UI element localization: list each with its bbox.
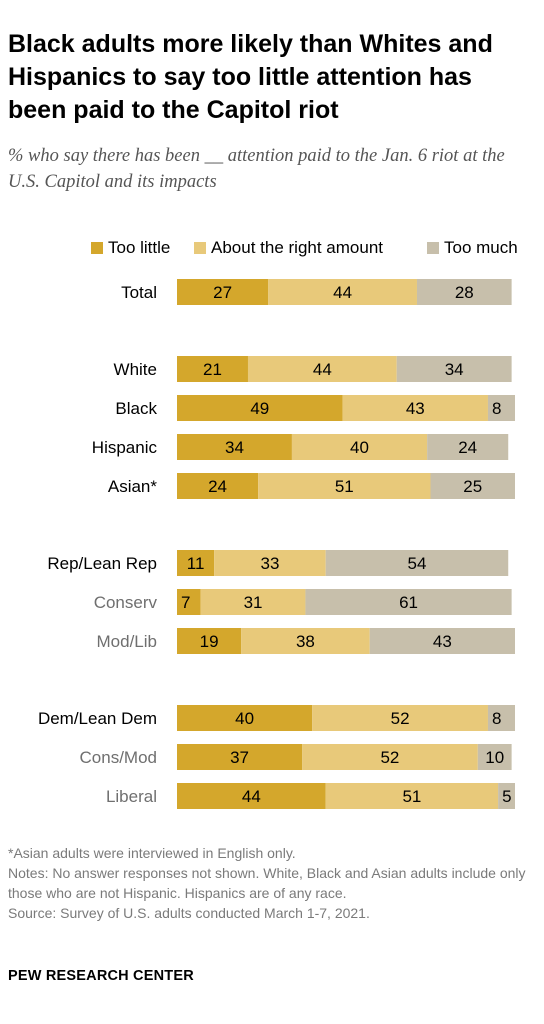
value-label-total-about-right: 44	[333, 283, 352, 302]
legend-swatch-too-much	[427, 242, 439, 254]
legend-swatch-too-little	[91, 242, 103, 254]
value-label-mod-lib-too-much: 43	[433, 632, 452, 651]
bar-conserv-about-right	[200, 589, 306, 615]
bar-asian-too-little	[177, 473, 259, 499]
value-label-total-too-little: 27	[213, 283, 232, 302]
value-label-asian-about-right: 51	[335, 477, 354, 496]
chart-subtitle: % who say there has been __ attention pa…	[8, 146, 505, 192]
row-label-total: Total	[121, 283, 157, 302]
note-asian: *Asian adults were interviewed in Englis…	[8, 845, 296, 861]
bar-hispanic-about-right	[291, 434, 428, 460]
bar-liberal-about-right	[325, 783, 499, 809]
brand-logo-text: PEW RESEARCH CENTER	[8, 968, 194, 984]
value-label-liberal-too-little: 44	[242, 787, 261, 806]
value-label-mod-lib-about-right: 38	[296, 632, 315, 651]
row-label-rep-lean-rep: Rep/Lean Rep	[47, 554, 157, 573]
bar-mod-lib-too-little	[177, 628, 242, 654]
bar-asian-about-right	[258, 473, 431, 499]
value-label-dem-lean-dem-about-right: 52	[391, 709, 410, 728]
value-label-cons-mod-about-right: 52	[380, 748, 399, 767]
bar-white-about-right	[247, 356, 397, 382]
bar-total-about-right	[268, 279, 417, 305]
bar-cons-mod-about-right	[302, 744, 478, 770]
bar-hispanic-too-little	[177, 434, 292, 460]
bar-rep-lean-rep-about-right	[214, 550, 326, 576]
bar-rep-lean-rep-too-much	[325, 550, 509, 576]
bar-liberal-too-little	[177, 783, 326, 809]
value-label-conserv-too-much: 61	[399, 593, 418, 612]
value-label-black-about-right: 43	[406, 399, 425, 418]
note-source: Source: Survey of U.S. adults conducted …	[8, 905, 370, 921]
row-label-asian: Asian*	[108, 477, 158, 496]
row-label-dem-lean-dem: Dem/Lean Dem	[38, 709, 157, 728]
row-label-white: White	[114, 360, 157, 379]
value-label-hispanic-about-right: 40	[350, 438, 369, 457]
bar-dem-lean-dem-too-little	[177, 705, 313, 731]
bar-conserv-too-little	[177, 589, 201, 615]
legend-item-too-much: Too much	[427, 234, 518, 262]
bar-liberal-too-much	[498, 783, 515, 809]
row-label-mod-lib: Mod/Lib	[97, 632, 157, 651]
value-label-dem-lean-dem-too-little: 40	[235, 709, 254, 728]
stacked-bar-chart: Total 27 44 28 White 21 44 34 Black 49 43 8 Hispanic…	[38, 279, 515, 809]
row-label-conserv: Conserv	[94, 593, 158, 612]
value-label-mod-lib-too-little: 19	[200, 632, 219, 651]
value-label-dem-lean-dem-too-much: 8	[492, 709, 501, 728]
bar-cons-mod-too-much	[477, 744, 512, 770]
value-label-asian-too-much: 25	[463, 477, 482, 496]
notes-block: *Asian adults were interviewed in Englis…	[8, 843, 536, 923]
value-label-white-too-little: 21	[203, 360, 222, 379]
value-label-hispanic-too-little: 34	[225, 438, 244, 457]
bar-cons-mod-too-little	[177, 744, 303, 770]
value-label-total-too-much: 28	[455, 283, 474, 302]
value-label-liberal-too-much: 5	[502, 787, 511, 806]
value-label-liberal-about-right: 51	[402, 787, 421, 806]
legend: Too little About the right amount Too mu…	[0, 234, 544, 262]
bar-black-too-much	[487, 395, 515, 421]
value-label-black-too-little: 49	[250, 399, 269, 418]
row-label-liberal: Liberal	[106, 787, 157, 806]
legend-label-about-right: About the right amount	[211, 238, 384, 257]
value-label-white-too-much: 34	[445, 360, 464, 379]
value-label-asian-too-little: 24	[208, 477, 227, 496]
bar-white-too-little	[177, 356, 248, 382]
bar-dem-lean-dem-too-much	[487, 705, 515, 731]
note-general: Notes: No answer responses not shown. Wh…	[8, 865, 526, 901]
bar-conserv-too-much	[305, 589, 512, 615]
chart-title: Black adults more likely than Whites and…	[8, 30, 493, 124]
value-label-rep-lean-rep-too-little: 11	[187, 554, 205, 573]
legend-label-too-little: Too little	[108, 238, 171, 257]
bar-hispanic-too-much	[427, 434, 509, 460]
bar-mod-lib-too-much	[369, 628, 515, 654]
value-label-hispanic-too-much: 24	[458, 438, 477, 457]
value-label-conserv-about-right: 31	[244, 593, 263, 612]
row-label-cons-mod: Cons/Mod	[80, 748, 157, 767]
value-label-rep-lean-rep-about-right: 33	[260, 554, 279, 573]
legend-swatch-about-right	[194, 242, 206, 254]
legend-label-too-much: Too much	[444, 238, 518, 257]
bar-mod-lib-about-right	[241, 628, 370, 654]
bar-rep-lean-rep-too-little	[177, 550, 215, 576]
bar-black-about-right	[342, 395, 488, 421]
legend-item-about-right: About the right amount	[194, 234, 383, 262]
value-label-conserv-too-little: 7	[181, 593, 190, 612]
bar-asian-too-much	[430, 473, 515, 499]
bar-total-too-little	[177, 279, 269, 305]
value-label-white-about-right: 44	[313, 360, 332, 379]
row-label-hispanic: Hispanic	[92, 438, 158, 457]
bar-white-too-much	[396, 356, 512, 382]
row-label-black: Black	[115, 399, 157, 418]
value-label-cons-mod-too-much: 10	[485, 748, 504, 767]
value-label-black-too-much: 8	[492, 399, 501, 418]
bar-total-too-much	[416, 279, 512, 305]
value-label-rep-lean-rep-too-much: 54	[408, 554, 427, 573]
bar-black-too-little	[177, 395, 343, 421]
bar-dem-lean-dem-about-right	[312, 705, 488, 731]
legend-item-too-little: Too little	[91, 234, 170, 262]
value-label-cons-mod-too-little: 37	[230, 748, 249, 767]
